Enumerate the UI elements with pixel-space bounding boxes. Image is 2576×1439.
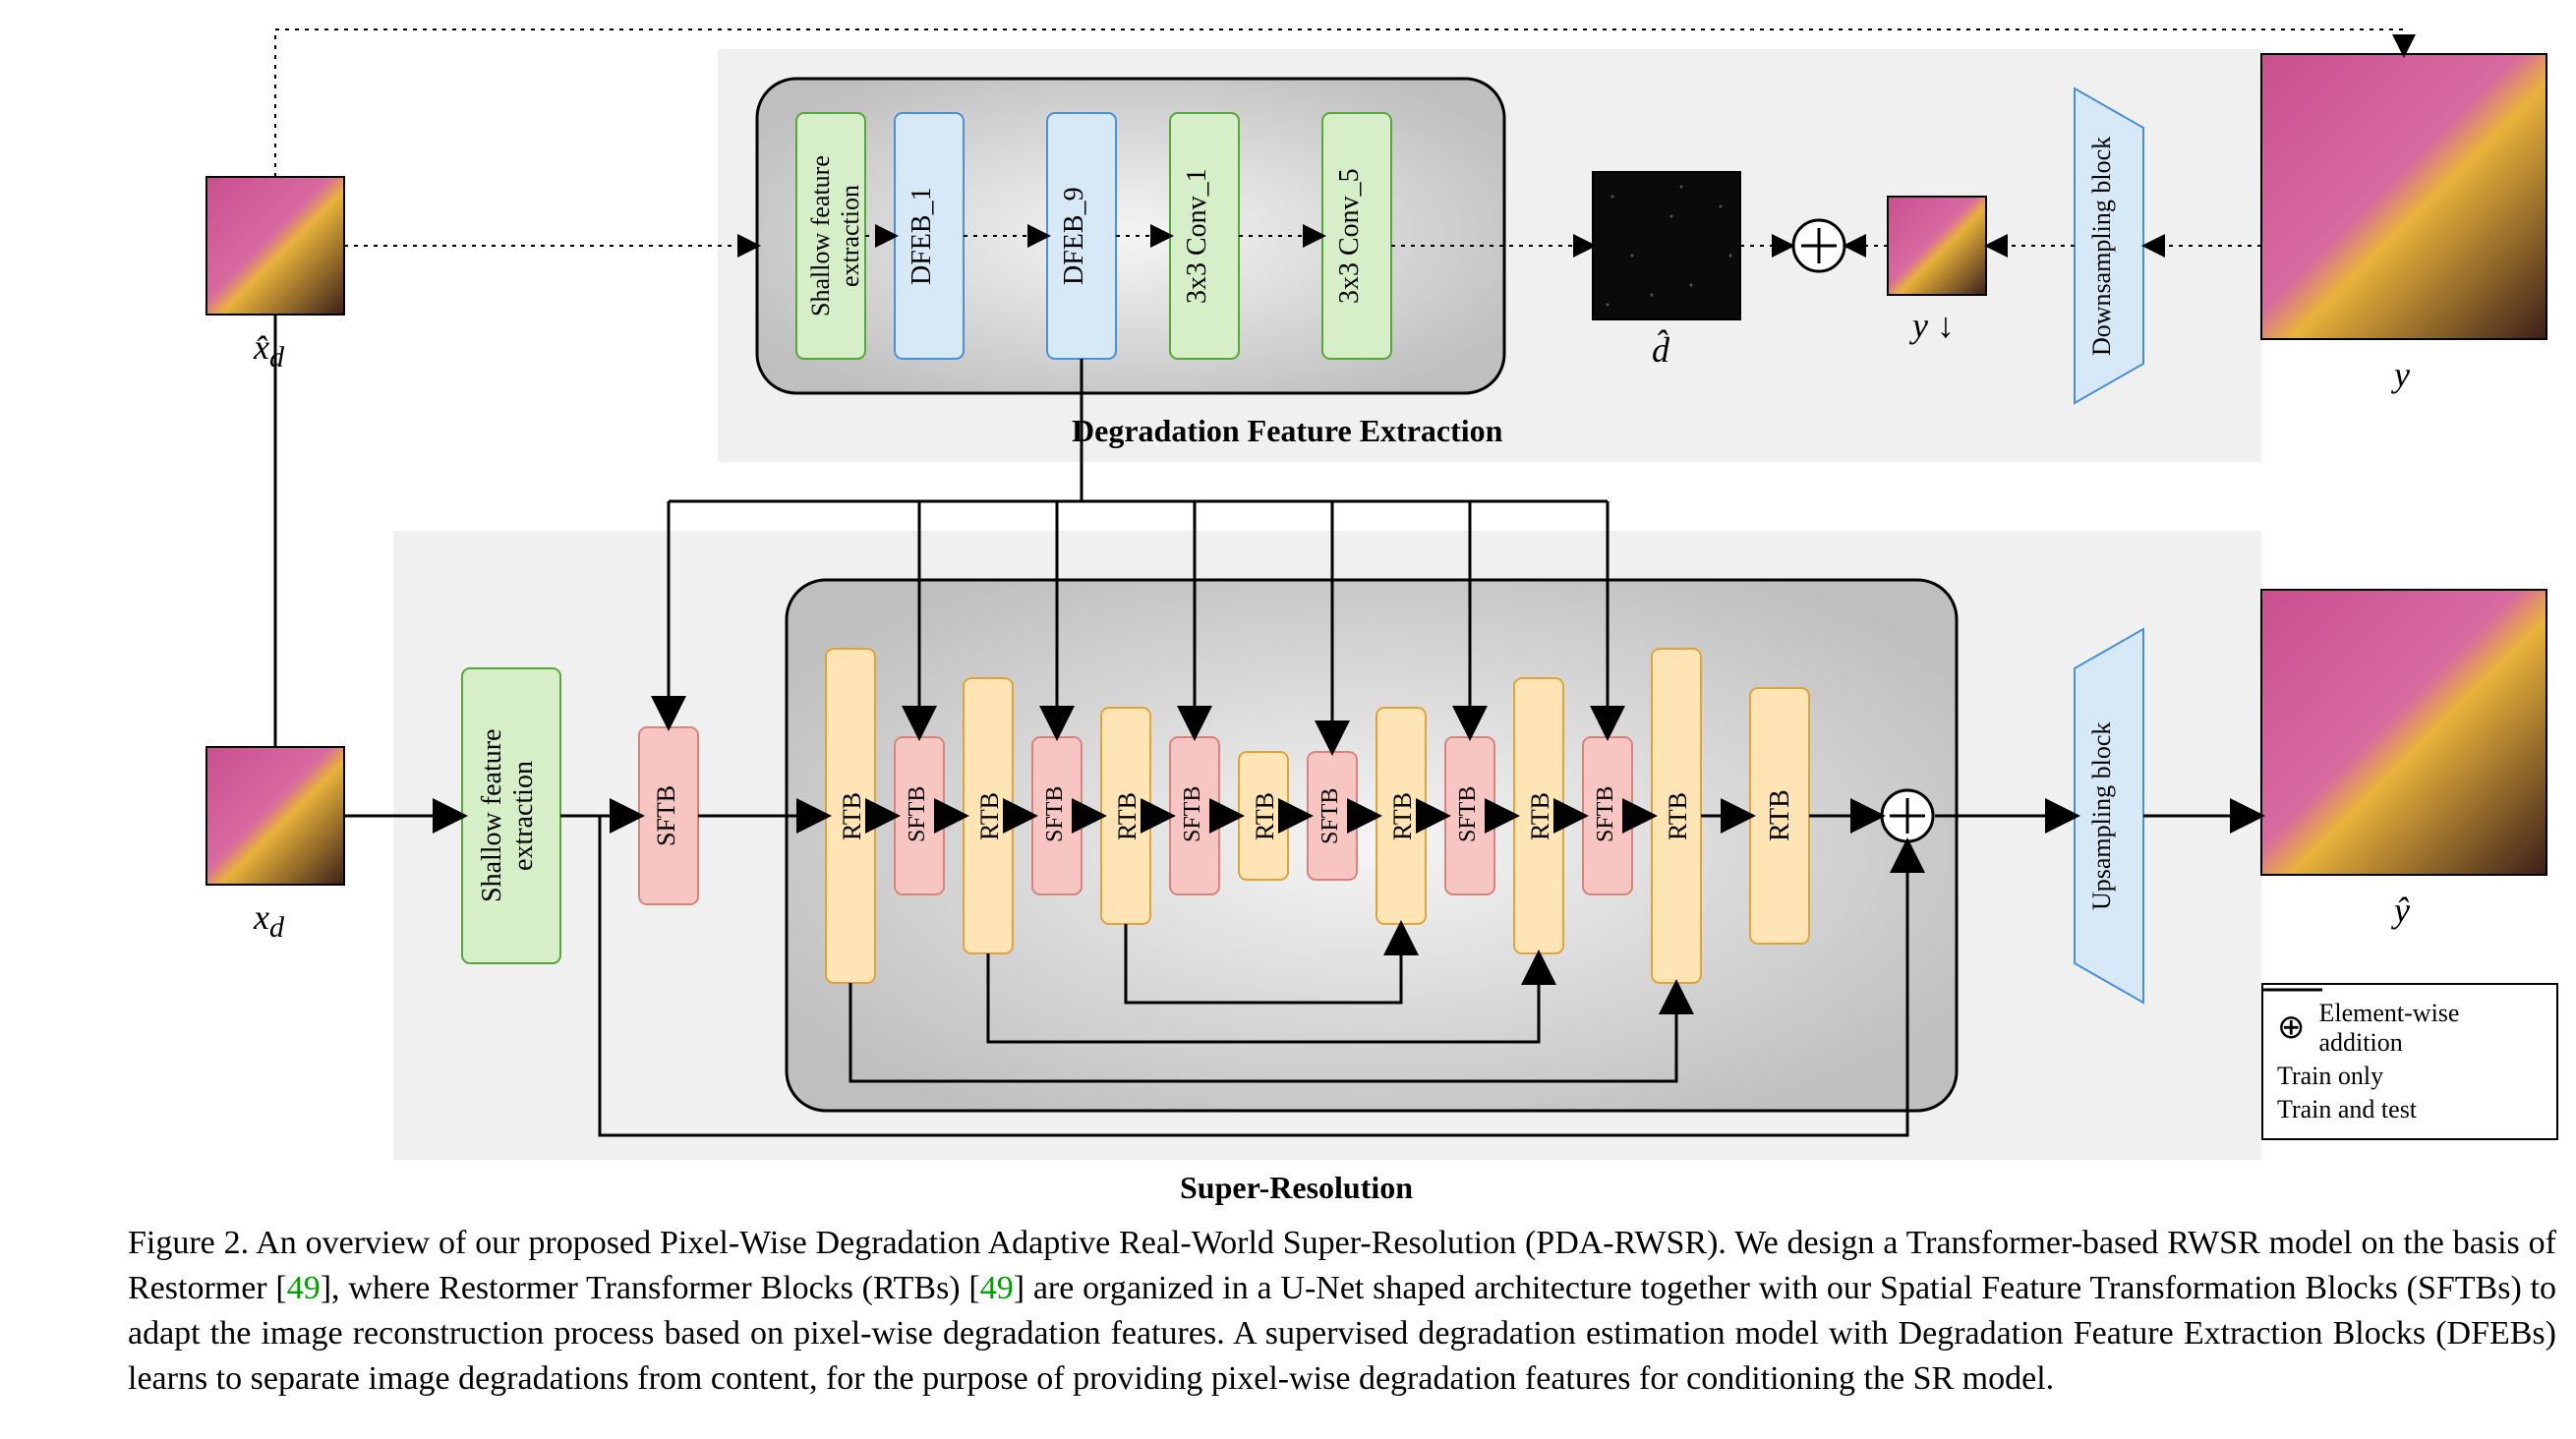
legend-train: Train only: [2277, 1062, 2543, 1091]
deg-title: Degradation Feature Extraction: [1072, 413, 1502, 449]
legend-test: Train and test: [2277, 1095, 2543, 1124]
caption-t2: ], where Restormer Transformer Blocks (R…: [321, 1270, 980, 1306]
rtb3-label: RTB: [1113, 777, 1139, 855]
img-y: [2261, 54, 2547, 339]
cite-1[interactable]: 49: [287, 1270, 321, 1306]
rtb2-label: RTB: [975, 777, 1001, 855]
legend-test-text: Train and test: [2277, 1095, 2417, 1124]
oplus-icon: ⊕: [2277, 1011, 2306, 1045]
sftb0-label: SFTB: [652, 762, 681, 870]
sftb1-label: SFTB: [905, 765, 930, 863]
label-dhat: d̂: [1652, 329, 1669, 371]
img-xd-hat: [206, 177, 344, 315]
legend-add-text: Element-wise addition: [2319, 999, 2544, 1058]
label-xdhat: x̂d: [254, 326, 284, 374]
figure-root: Shallow feature extraction DFEB_1 DFEB_9…: [0, 0, 2576, 1439]
conv1-label: 3x3 Conv_1: [1182, 133, 1211, 339]
legend: ⊕ Element-wise addition Train only Train …: [2261, 983, 2558, 1140]
img-y-down: [1888, 197, 1986, 295]
sftb4-label: SFTB: [1317, 767, 1343, 865]
sftb5-label: SFTB: [1455, 765, 1481, 863]
legend-train-text: Train only: [2277, 1062, 2383, 1091]
sftb3-label: SFTB: [1180, 765, 1205, 863]
rtb-out-label: RTB: [1765, 777, 1794, 855]
label-xd: xd: [254, 896, 284, 945]
dfeb1-label: DFEB_1: [907, 147, 936, 324]
conv5-label: 3x3 Conv_5: [1334, 133, 1364, 339]
label-ydown: y ↓: [1912, 305, 1955, 346]
dfeb9-label: DFEB_9: [1059, 147, 1088, 324]
img-d-hat: [1593, 172, 1740, 319]
rtb1-label: RTB: [838, 777, 863, 855]
rtb5-label: RTB: [1388, 777, 1414, 855]
figure-caption: Figure 2. An overview of our proposed Pi…: [128, 1221, 2556, 1402]
deg-sfe-label: Shallow feature extraction: [806, 123, 855, 349]
sftb2-label: SFTB: [1042, 765, 1068, 863]
up-label: Upsampling block: [2087, 688, 2137, 944]
img-xd: [206, 747, 344, 885]
cite-2[interactable]: 49: [980, 1270, 1014, 1306]
rtb7-label: RTB: [1664, 777, 1689, 855]
label-yhat: ŷ: [2394, 890, 2410, 931]
legend-add: ⊕ Element-wise addition: [2277, 999, 2543, 1058]
sftb6-label: SFTB: [1593, 765, 1618, 863]
sr-sfe-label: Shallow feature extraction: [477, 688, 546, 944]
rtb4-label: RTB: [1251, 777, 1276, 855]
img-y-hat: [2261, 590, 2547, 875]
down-label: Downsampling block: [2087, 118, 2137, 374]
rtb6-label: RTB: [1526, 777, 1551, 855]
label-y: y: [2394, 354, 2410, 395]
sr-title: Super-Resolution: [1180, 1170, 1413, 1206]
